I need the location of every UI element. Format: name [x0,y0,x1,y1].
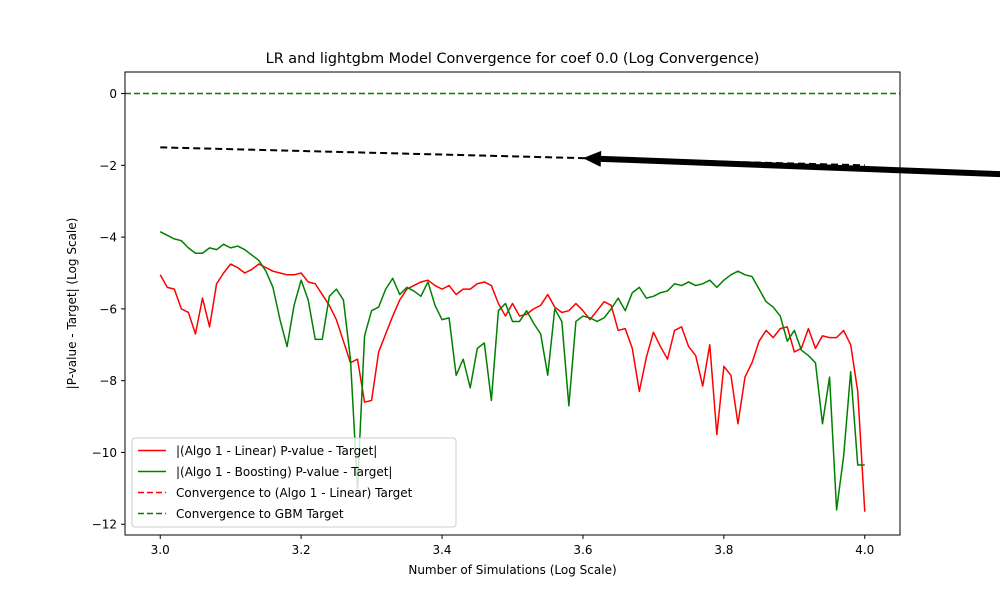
y-tick-label: −4 [99,231,117,245]
plot-area-frame [124,71,901,536]
y-tick-label: 0 [109,87,117,101]
legend-label-boosting: |(Algo 1 - Boosting) P-value - Target| [176,465,392,479]
x-tick-label: 3.8 [714,543,733,557]
y-tick-label: −8 [99,374,117,388]
x-tick-label: 3.2 [292,543,311,557]
axis-ticks: 3.0 3.2 3.4 3.6 3.8 4.0 0 −2 −4 −6 −8 −10 −12 [92,87,875,557]
x-tick-label: 3.6 [573,543,592,557]
annotation-arrow-shaft [600,155,1000,178]
annotation-arrow-head [582,150,602,167]
x-tick-label: 4.0 [855,543,874,557]
y-tick-label: −2 [99,159,117,173]
series-linear-line [159,263,866,512]
y-tick-label: −12 [92,518,117,532]
x-tick-label: 3.0 [151,543,170,557]
series-boosting-line [159,231,865,511]
y-axis-label: |P-value - Target| (Log Scale) [65,218,79,390]
y-tick-label: −6 [99,302,117,316]
legend-label-gbm-target: Convergence to GBM Target [176,507,344,521]
x-axis-label: Number of Simulations (Log Scale) [408,563,616,577]
legend-label-linear-target: Convergence to (Algo 1 - Linear) Target [176,486,413,500]
y-tick-label: −10 [92,446,117,460]
x-tick-label: 3.4 [432,543,451,557]
annotation-layer [582,150,1000,178]
legend-frame [131,437,457,528]
chart-title: LR and lightgbm Model Convergence for co… [266,51,760,67]
legend-label-linear: |(Algo 1 - Linear) P-value - Target| [176,444,377,458]
legend: |(Algo 1 - Linear) P-value - Target| |(A… [131,437,457,528]
